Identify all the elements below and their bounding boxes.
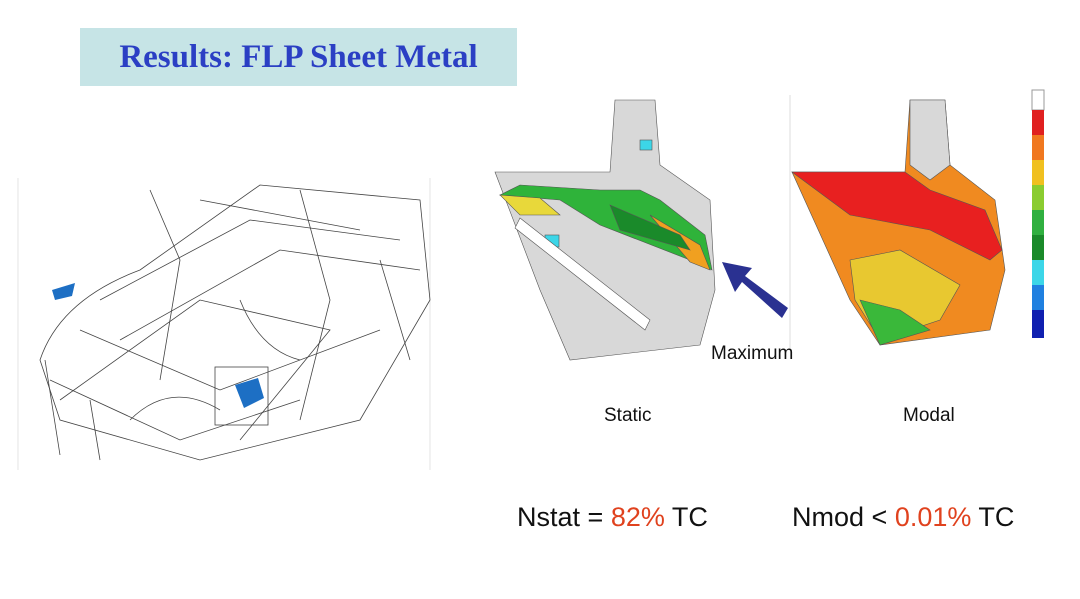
annotation: Maximum bbox=[711, 343, 794, 364]
modal-contour bbox=[791, 99, 1006, 346]
static-contour bbox=[494, 99, 716, 361]
caption: Static bbox=[604, 405, 652, 426]
part-highlight bbox=[52, 283, 75, 300]
result: Nstat = 82% TC bbox=[517, 502, 708, 533]
caption: Modal bbox=[903, 405, 955, 426]
result-lead: Nmod < bbox=[792, 502, 888, 532]
color-legend bbox=[1031, 89, 1045, 338]
result-unit: TC bbox=[671, 502, 708, 532]
result-value: 0.01% bbox=[894, 502, 972, 532]
arrow bbox=[722, 262, 788, 318]
car-wireframe bbox=[17, 178, 431, 470]
slide-title: Results: FLP Sheet Metal bbox=[80, 28, 517, 86]
result-value: 82% bbox=[610, 502, 665, 532]
result-unit: TC bbox=[978, 502, 1015, 532]
result: Nmod < 0.01% TC bbox=[792, 502, 1014, 533]
part-highlight bbox=[235, 378, 264, 408]
result-lead: Nstat = bbox=[517, 502, 604, 532]
